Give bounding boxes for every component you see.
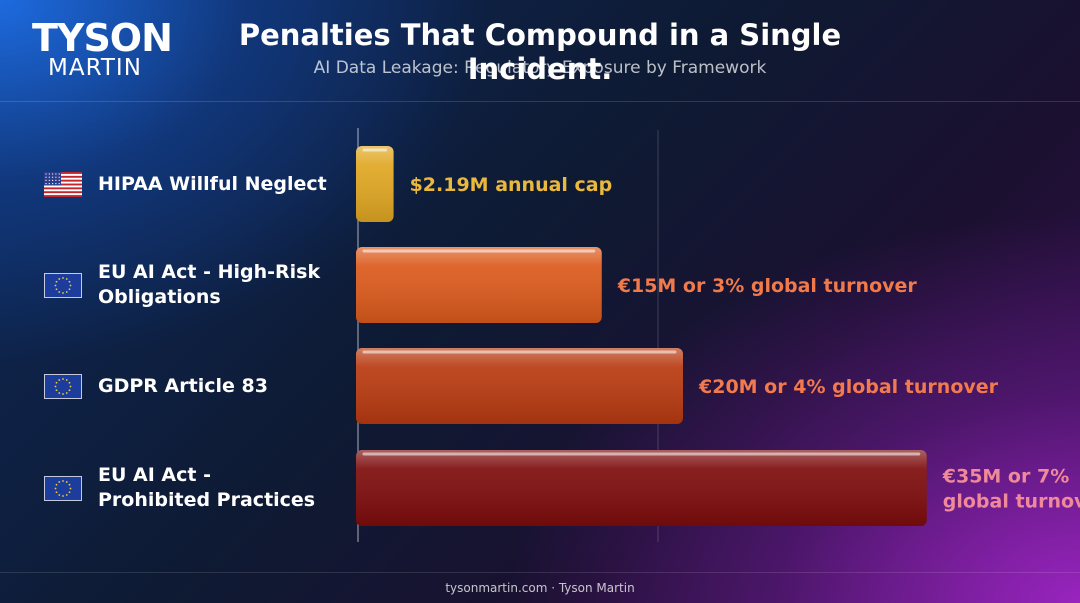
eu-flag-icon	[44, 475, 82, 501]
logo-text-top: TYSON	[32, 16, 173, 60]
page-subtitle: AI Data Leakage: Regulatory Exposure by …	[313, 58, 767, 78]
row-label-text: EU AI Act - Prohibited Practices	[98, 463, 315, 513]
data-label-line: €15M or 3% global turnover	[617, 275, 918, 297]
eu-flag-icon	[44, 272, 82, 298]
page-title: Penalties That Compound in a Single Inci…	[238, 18, 842, 86]
chart-data-labels: $2.19M annual cap €15M or 3% global turno…	[410, 174, 1080, 513]
row-label-line: EU AI Act -	[98, 464, 211, 486]
data-label: $2.19M annual cap	[410, 174, 613, 196]
row-label-text: HIPAA Willful Neglect	[98, 172, 327, 197]
footer-divider	[0, 572, 1080, 573]
row-label: GDPR Article 83	[44, 373, 268, 399]
data-label: €35M or 7% global turnover	[942, 466, 1080, 513]
bar-shine	[356, 348, 683, 424]
eu-flag-icon	[44, 373, 82, 399]
bar-shine	[356, 247, 602, 323]
brand-logo: TYSON MARTIN	[32, 16, 173, 81]
row-label-line: EU AI Act - High-Risk	[98, 261, 321, 283]
row-label-line: Obligations	[98, 286, 221, 308]
row-label-line: Prohibited Practices	[98, 489, 316, 511]
data-label: €20M or 4% global turnover	[698, 376, 999, 398]
data-label: €15M or 3% global turnover	[617, 275, 918, 297]
row-label-text: EU AI Act - High-Risk Obligations	[98, 260, 320, 310]
header-divider	[0, 101, 1080, 102]
data-label-line: €20M or 4% global turnover	[698, 376, 999, 398]
bar-shine	[356, 146, 394, 222]
row-label-line: GDPR Article 83	[98, 374, 268, 397]
row-label: EU AI Act - High-Risk Obligations	[44, 260, 320, 310]
chart-bars	[356, 146, 927, 526]
us-flag-icon	[44, 171, 82, 197]
bar-group	[356, 146, 394, 222]
bar-group	[356, 450, 927, 526]
data-label-line: $2.19M annual cap	[410, 174, 613, 196]
footer-credit: tysonmartin.com · Tyson Martin	[445, 581, 635, 595]
bar-group	[356, 247, 602, 323]
bar-group	[356, 348, 683, 424]
row-label: HIPAA Willful Neglect	[44, 171, 327, 197]
data-label-line: global turnover	[943, 491, 1080, 513]
row-label-line: HIPAA Willful Neglect	[98, 172, 327, 195]
bar-shine	[356, 450, 927, 526]
row-label: EU AI Act - Prohibited Practices	[44, 463, 315, 513]
data-label-line: €35M or 7%	[942, 466, 1069, 488]
logo-text-bottom: MARTIN	[48, 55, 142, 81]
row-label-text: GDPR Article 83	[98, 374, 268, 399]
